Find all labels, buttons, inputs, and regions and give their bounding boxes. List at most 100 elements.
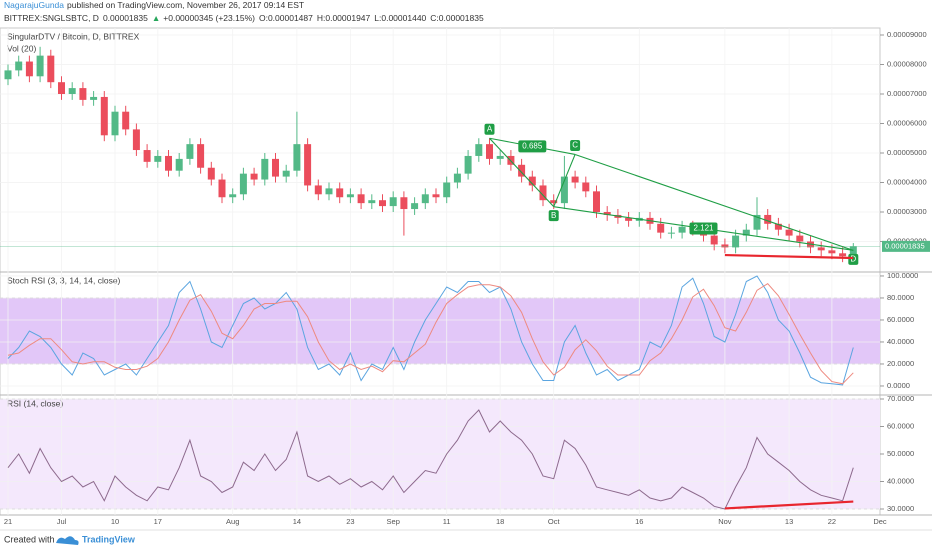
price: 0.00001835 bbox=[103, 13, 148, 23]
candle-body bbox=[742, 229, 750, 236]
x-tick-label: Dec bbox=[873, 517, 887, 526]
pattern-line bbox=[574, 153, 854, 251]
y-tick-label: 0.00006000 bbox=[887, 118, 927, 127]
candle-body bbox=[411, 203, 419, 210]
candle-body bbox=[261, 158, 269, 180]
author: NagarajuGunda bbox=[4, 0, 64, 10]
x-tick-label: 17 bbox=[154, 517, 162, 526]
pane-title: Stoch RSI (3, 3, 14, 14, close) bbox=[7, 275, 121, 285]
candle-body bbox=[111, 111, 119, 136]
pattern-point-label: C bbox=[572, 141, 578, 150]
candle-body bbox=[282, 170, 290, 177]
candle-body bbox=[518, 164, 526, 177]
y-tick-label: 0.00003000 bbox=[887, 207, 927, 216]
candle-body bbox=[560, 176, 568, 204]
candle-body bbox=[239, 173, 247, 195]
candle-body bbox=[796, 235, 804, 242]
ratio-box bbox=[518, 140, 547, 153]
symbol: BITTREX:SNGLSBTC, D bbox=[4, 13, 99, 23]
pattern-point bbox=[570, 139, 581, 151]
y-tick-label: 0.00007000 bbox=[887, 89, 927, 98]
y-tick-label: 70.0000 bbox=[887, 394, 914, 403]
ratio-box bbox=[689, 222, 718, 235]
last-price-label: 0.00001835 bbox=[885, 241, 925, 250]
y-tick-label: 40.0000 bbox=[887, 476, 914, 485]
candle-body bbox=[218, 179, 226, 198]
candle-body bbox=[486, 144, 493, 159]
candle-body bbox=[4, 70, 12, 80]
pattern-line bbox=[489, 137, 555, 208]
candle-body bbox=[250, 173, 258, 180]
candle-body bbox=[68, 88, 76, 94]
x-tick-label: 21 bbox=[4, 517, 12, 526]
candle-body bbox=[304, 144, 312, 186]
candle-body bbox=[593, 191, 600, 212]
ratio-label: 2.121 bbox=[693, 224, 714, 233]
x-tick-label: Oct bbox=[548, 517, 561, 526]
candle-body bbox=[828, 250, 836, 254]
candle-body bbox=[571, 176, 579, 183]
y-tick-label: 0.00009000 bbox=[887, 30, 927, 39]
pane-subtitle: Vol (20) bbox=[7, 43, 36, 53]
low: L:0.00001440 bbox=[374, 13, 426, 23]
y-tick-label: 60.0000 bbox=[887, 315, 914, 324]
candle-body bbox=[785, 229, 793, 236]
candle-body bbox=[207, 167, 215, 180]
candle-body bbox=[15, 61, 23, 71]
pattern-point bbox=[548, 210, 559, 222]
pattern-point-label: D bbox=[850, 254, 856, 263]
brand-logo bbox=[56, 536, 79, 545]
publish-line: NagarajuGunda published on TradingView.co… bbox=[4, 0, 304, 10]
x-tick-label: 16 bbox=[635, 517, 643, 526]
x-tick-label: 14 bbox=[293, 517, 301, 526]
candle-body bbox=[721, 244, 729, 248]
candle-body bbox=[25, 61, 33, 77]
band bbox=[0, 297, 880, 364]
candle-body bbox=[625, 217, 633, 221]
indicator-line bbox=[7, 409, 854, 510]
candle-body bbox=[325, 188, 333, 195]
last-price-tag bbox=[882, 240, 930, 252]
candle-body bbox=[197, 144, 205, 168]
candle-body bbox=[272, 158, 279, 177]
change-arrow: ▲ bbox=[152, 13, 160, 23]
candle-body bbox=[678, 226, 686, 233]
support-line bbox=[724, 253, 854, 260]
x-tick-label: Sep bbox=[387, 517, 400, 526]
candle-body bbox=[154, 155, 162, 162]
candle-body bbox=[732, 235, 740, 248]
candle-body bbox=[90, 96, 98, 100]
y-tick-label: 50.0000 bbox=[887, 449, 914, 458]
candle-body bbox=[528, 176, 536, 186]
x-tick-label: 10 bbox=[111, 517, 119, 526]
candle-body bbox=[443, 182, 451, 198]
candle-body bbox=[667, 232, 675, 234]
candle-body bbox=[753, 214, 761, 230]
y-tick-label: 0.0000 bbox=[887, 381, 910, 390]
x-tick-label: 13 bbox=[785, 517, 793, 526]
candle-body bbox=[764, 214, 772, 224]
candle-body bbox=[421, 194, 429, 204]
open: O:0.00001487 bbox=[259, 13, 313, 23]
y-tick-label: 60.0000 bbox=[887, 421, 914, 430]
candle-body bbox=[389, 197, 397, 207]
candle-body bbox=[122, 111, 130, 130]
indicator-line bbox=[7, 275, 854, 386]
pattern-point-label: A bbox=[487, 124, 493, 133]
candle-body bbox=[849, 246, 857, 257]
support-line bbox=[724, 500, 854, 510]
x-tick-label: 23 bbox=[346, 517, 354, 526]
candle-body bbox=[539, 185, 547, 201]
y-tick-label: 40.0000 bbox=[887, 337, 914, 346]
ratio-label: 0.685 bbox=[522, 141, 543, 150]
y-tick-label: 0.00008000 bbox=[887, 59, 927, 68]
candle-body bbox=[336, 188, 344, 198]
footer-brand: TradingView bbox=[82, 534, 136, 544]
pane-title: SingularDTV / Bitcoin, D, BITTREX bbox=[7, 31, 140, 41]
candle-body bbox=[132, 129, 140, 151]
candle-body bbox=[603, 211, 611, 215]
candle-body bbox=[774, 223, 782, 230]
candle-body bbox=[100, 96, 108, 136]
close: C:0.00001835 bbox=[430, 13, 484, 23]
candle-body bbox=[229, 194, 237, 198]
